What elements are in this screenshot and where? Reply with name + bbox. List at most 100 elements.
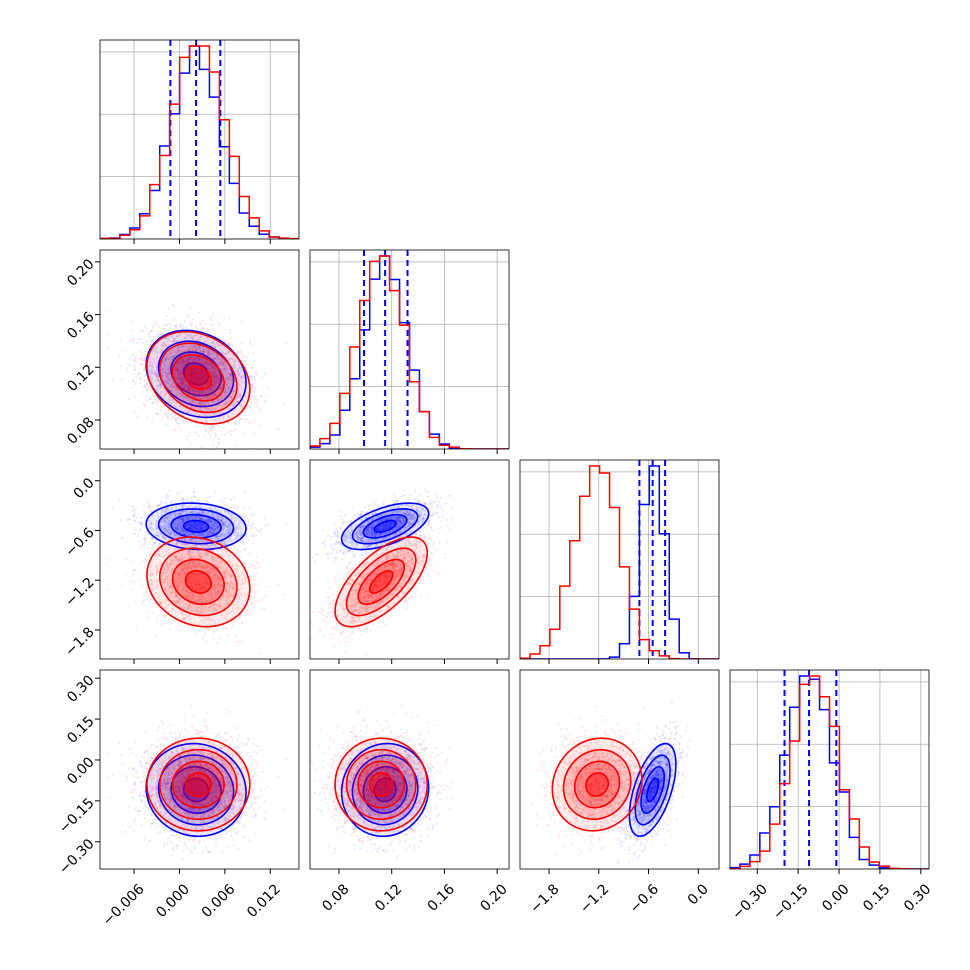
scatter-point xyxy=(198,348,202,352)
scatter-point xyxy=(178,346,181,349)
scatter-point xyxy=(201,369,204,372)
scatter-point xyxy=(189,373,193,377)
scatter-point xyxy=(222,426,225,430)
scatter-point xyxy=(148,332,151,335)
scatter-point xyxy=(205,374,208,377)
scatter-point xyxy=(193,375,197,378)
scatter-point xyxy=(179,373,182,376)
scatter-point xyxy=(179,381,183,384)
scatter-point xyxy=(161,511,164,514)
scatter-point xyxy=(161,345,165,349)
scatter-point xyxy=(139,540,142,543)
scatter-point xyxy=(235,421,238,425)
scatter-point xyxy=(190,344,193,347)
scatter-point xyxy=(191,372,194,376)
scatter-point xyxy=(225,391,228,395)
scatter-point xyxy=(139,377,142,381)
scatter-point xyxy=(150,544,154,547)
scatter-point xyxy=(160,365,163,369)
scatter-point xyxy=(191,374,194,378)
scatter-point xyxy=(181,504,185,507)
scatter-point xyxy=(247,405,251,408)
scatter-point xyxy=(183,362,187,366)
scatter-point xyxy=(239,349,243,353)
scatter-point xyxy=(141,357,144,360)
scatter-point xyxy=(208,387,211,390)
scatter-point xyxy=(187,532,190,535)
scatter-point xyxy=(211,402,214,405)
scatter-point xyxy=(197,358,201,361)
scatter-point xyxy=(131,340,134,343)
scatter-point xyxy=(140,363,143,366)
scatter-point xyxy=(218,357,221,360)
scatter-point xyxy=(223,504,227,507)
scatter-point xyxy=(187,388,191,391)
scatter-point xyxy=(119,339,122,342)
scatter-point xyxy=(251,385,255,388)
scatter-point xyxy=(210,430,214,433)
scatter-point xyxy=(188,335,191,338)
scatter-point xyxy=(195,378,198,381)
scatter-point xyxy=(163,358,167,362)
scatter-point xyxy=(223,367,226,370)
scatter-point xyxy=(216,376,219,379)
scatter-point xyxy=(196,424,200,428)
scatter-point xyxy=(186,518,190,521)
scatter-point xyxy=(134,396,137,399)
scatter-point xyxy=(194,528,197,531)
scatter-point xyxy=(227,378,230,381)
scatter-point xyxy=(151,339,154,343)
scatter-point xyxy=(195,327,198,330)
scatter-point xyxy=(175,394,179,397)
scatter-point xyxy=(149,506,152,509)
scatter-point xyxy=(180,393,183,397)
scatter-point xyxy=(190,374,194,377)
scatter-point xyxy=(199,373,203,376)
scatter-point xyxy=(212,531,215,534)
scatter-point xyxy=(197,391,201,394)
scatter-point xyxy=(170,352,173,356)
scatter-point xyxy=(252,390,256,394)
scatter-point xyxy=(201,420,204,423)
scatter-point xyxy=(204,373,207,376)
scatter-point xyxy=(203,390,206,393)
scatter-point xyxy=(212,378,215,381)
scatter-point xyxy=(226,503,229,506)
scatter-point xyxy=(128,517,131,520)
scatter-point xyxy=(203,417,207,421)
scatter-point xyxy=(169,325,172,328)
scatter-point xyxy=(171,335,174,338)
scatter-point xyxy=(185,345,188,348)
scatter-point xyxy=(217,376,221,380)
scatter-point xyxy=(161,344,164,347)
scatter-point xyxy=(225,352,228,355)
scatter-point xyxy=(220,394,224,397)
scatter-point xyxy=(180,365,184,369)
scatter-point xyxy=(137,337,141,341)
scatter-point xyxy=(159,384,163,387)
scatter-point xyxy=(214,366,217,370)
scatter-point xyxy=(240,369,243,372)
scatter-point xyxy=(154,373,158,376)
scatter-point xyxy=(173,393,177,396)
scatter-point xyxy=(228,388,231,391)
scatter-point xyxy=(188,369,191,373)
scatter-point xyxy=(206,361,210,365)
scatter-point xyxy=(207,532,210,535)
scatter-point xyxy=(222,363,226,366)
scatter-point xyxy=(136,521,139,524)
scatter-point xyxy=(188,373,191,377)
scatter-point xyxy=(201,326,204,330)
scatter-point xyxy=(192,389,195,392)
scatter-point xyxy=(211,312,215,316)
scatter-point xyxy=(202,385,205,388)
scatter-point xyxy=(194,380,198,383)
scatter-point xyxy=(214,435,217,438)
scatter-point xyxy=(181,397,185,400)
scatter-point xyxy=(169,379,172,382)
scatter-point xyxy=(210,526,213,530)
scatter-point xyxy=(178,372,181,376)
scatter-point xyxy=(164,381,167,385)
scatter-point xyxy=(213,386,216,389)
scatter-point xyxy=(214,358,217,361)
